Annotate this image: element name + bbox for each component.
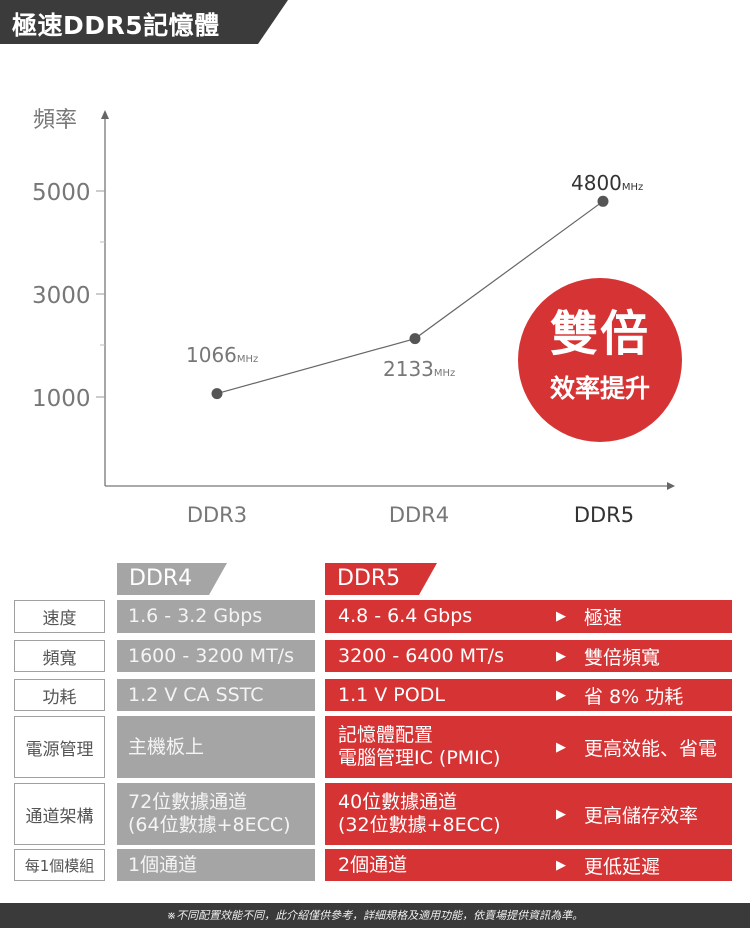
title-banner [0, 0, 288, 44]
play-arrow-icon: ▶ [556, 857, 566, 873]
y-tick-label: 3000 [32, 283, 91, 309]
play-arrow-icon: ▶ [556, 739, 566, 755]
row-label: 功耗 [14, 679, 105, 711]
ddr5-benefit: 省 8% 功耗 [584, 685, 684, 708]
ddr5-value-cell: 2個通道 ▶ 更低延遲 [325, 849, 732, 881]
table-row: 速度 1.6 - 3.2 Gbps 4.8 - 6.4 Gbps ▶ 極速 [0, 600, 750, 633]
x-axis-arrow-icon [667, 482, 675, 490]
ddr5-value: 4.8 - 6.4 Gbps [338, 605, 473, 627]
data-value-label: 4800MHz [571, 171, 643, 195]
table-row: 每1個模組 1個通道 2個通道 ▶ 更低延遲 [0, 849, 750, 881]
x-tick-label: DDR4 [389, 503, 449, 527]
ddr5-value: 40位數據通道 (32位數據+8ECC) [338, 791, 501, 836]
ddr5-benefit: 極速 [584, 607, 623, 629]
ddr5-benefit: 更低延遲 [584, 855, 661, 878]
ddr5-value-cell: 4.8 - 6.4 Gbps ▶ 極速 [325, 600, 732, 633]
ddr5-column-header: DDR5 [325, 563, 437, 595]
ddr4-value: 1個通道 [117, 849, 315, 881]
table-row: 電源管理 主機板上 記憶體配置 電腦管理IC (PMIC) ▶ 更高效能、省電 [0, 716, 750, 778]
play-arrow-icon: ▶ [556, 609, 566, 624]
play-arrow-icon: ▶ [556, 648, 566, 664]
ddr5-value-cell: 記憶體配置 電腦管理IC (PMIC) ▶ 更高效能、省電 [325, 716, 732, 778]
data-value-label: 2133MHz [383, 357, 455, 381]
frequency-line-chart: 頻率 5000 3000 1000 1066MHz 2133MHz4800MHz … [32, 108, 675, 527]
ddr4-value: 主機板上 [117, 716, 315, 778]
ddr4-value: 1600 - 3200 MT/s [117, 640, 315, 672]
data-point [409, 333, 421, 345]
ddr5-value: 1.1 V PODL [338, 683, 445, 706]
y-tick-label: 5000 [32, 180, 91, 206]
play-arrow-icon: ▶ [556, 687, 566, 703]
ddr5-value: 2個通道 [338, 853, 408, 876]
row-label: 通道架構 [14, 783, 105, 845]
ddr4-value: 1.6 - 3.2 Gbps [117, 600, 315, 633]
row-label: 每1個模組 [14, 849, 105, 881]
table-row: 頻寬 1600 - 3200 MT/s 3200 - 6400 MT/s ▶ 雙倍頻寬 [0, 640, 750, 672]
row-label: 頻寬 [14, 640, 105, 672]
x-tick-label: DDR5 [574, 503, 634, 527]
ddr5-value-cell: 40位數據通道 (32位數據+8ECC) ▶ 更高儲存效率 [325, 783, 732, 845]
row-label: 電源管理 [14, 716, 105, 778]
x-tick-label: DDR3 [187, 503, 247, 527]
ddr5-value-cell: 3200 - 6400 MT/s ▶ 雙倍頻寬 [325, 640, 732, 672]
ddr5-benefit: 更高儲存效率 [584, 804, 699, 827]
page-title: 極速DDR5記憶體 [12, 11, 220, 40]
ddr5-benefit: 更高效能、省電 [584, 737, 718, 760]
data-point [597, 195, 609, 207]
table-row: 通道架構 72位數據通道 (64位數據+8ECC) 40位數據通道 (32位數據+8EC… [0, 783, 750, 845]
play-arrow-icon: ▶ [556, 806, 566, 822]
ddr4-column-header: DDR4 [117, 563, 227, 595]
row-label: 速度 [14, 600, 105, 633]
disclaimer-footer: ※不同配置效能不同，此介紹僅供參考，詳細規格及適用功能，依賣場提供資訊為準。 [0, 903, 750, 928]
ddr5-value: 記憶體配置 電腦管理IC (PMIC) [338, 724, 501, 769]
ddr5-value: 3200 - 6400 MT/s [338, 644, 504, 667]
badge-sub-text: 效率提升 [549, 374, 650, 403]
ddr4-value: 1.2 V CA SSTC [117, 679, 315, 711]
double-efficiency-badge: 雙倍 效率提升 [518, 278, 682, 442]
y-axis-arrow-icon [101, 110, 109, 119]
data-point [211, 388, 223, 400]
y-tick-label: 1000 [32, 386, 91, 412]
badge-main-text: 雙倍 [549, 306, 650, 362]
data-value-label: 1066MHz [186, 343, 258, 367]
ddr4-value: 72位數據通道 (64位數據+8ECC) [117, 783, 315, 845]
table-row: 功耗 1.2 V CA SSTC 1.1 V PODL ▶ 省 8% 功耗 [0, 679, 750, 711]
y-axis-label: 頻率 [33, 108, 77, 133]
ddr5-value-cell: 1.1 V PODL ▶ 省 8% 功耗 [325, 679, 732, 711]
ddr5-benefit: 雙倍頻寬 [584, 646, 661, 669]
